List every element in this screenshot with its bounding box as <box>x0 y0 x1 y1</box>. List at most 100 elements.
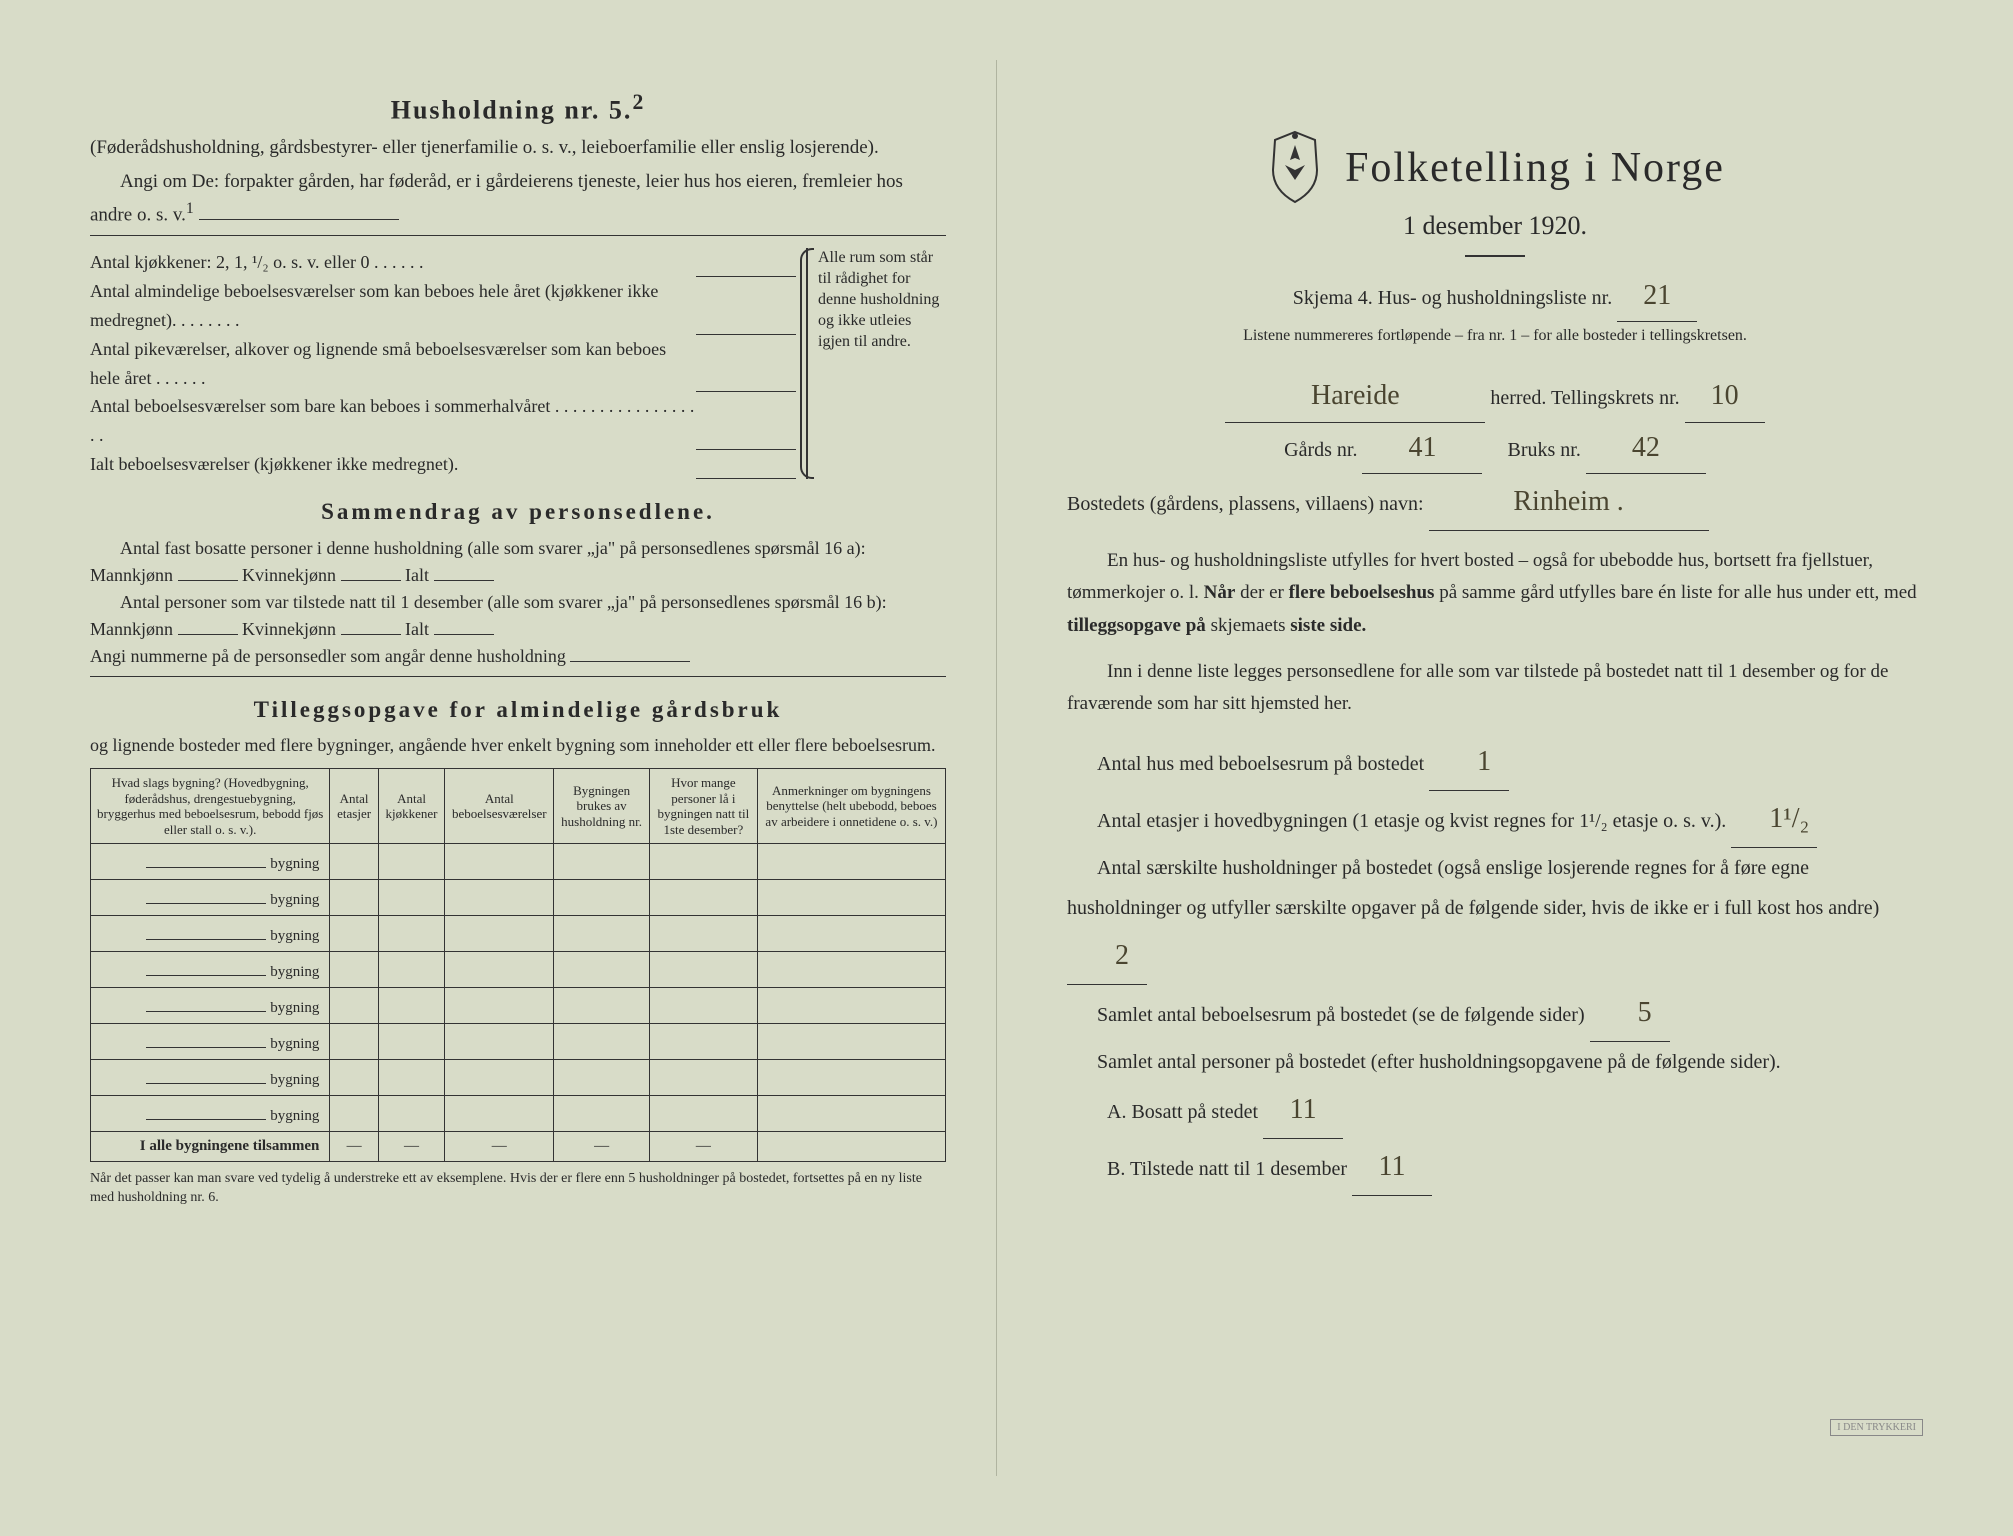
total-cell: — <box>445 1132 554 1162</box>
summary-p1: Antal fast bosatte personer i denne hush… <box>90 535 946 589</box>
bygning-table: Hvad slags bygning? (Hovedbygning, føder… <box>90 768 946 1162</box>
q3-value: 2 <box>1067 928 1147 985</box>
gards-nr-value: 41 <box>1362 423 1482 474</box>
bruks-label: Bruks nr. <box>1507 439 1580 461</box>
row-label: bygning <box>91 952 330 988</box>
q5: Samlet antal personer på bostedet (efter… <box>1067 1042 1923 1082</box>
bosted-label: Bostedets (gårdens, plassens, villaens) … <box>1067 493 1424 515</box>
cell <box>445 1096 554 1132</box>
fill <box>434 617 494 635</box>
cell <box>757 1096 945 1132</box>
cell <box>649 844 757 880</box>
fill <box>434 563 494 581</box>
table-row: bygning <box>91 1060 946 1096</box>
left-page: Husholdning nr. 5.2 (Føderådshusholdning… <box>40 60 997 1476</box>
skjema-line: Skjema 4. Hus- og husholdningsliste nr. … <box>1067 271 1923 322</box>
qB-value: 11 <box>1352 1139 1432 1196</box>
th-3: Antal beboelsesværelser <box>445 769 554 844</box>
subtitle: 1 desember 1920. <box>1067 211 1923 241</box>
fill <box>341 617 401 635</box>
right-page: Folketelling i Norge 1 desember 1920. Sk… <box>997 60 1973 1476</box>
total-cell: — <box>649 1132 757 1162</box>
divider-line <box>90 235 946 236</box>
cell <box>649 988 757 1024</box>
skjema-nr-value: 21 <box>1617 271 1697 322</box>
cell <box>757 1060 945 1096</box>
cell <box>378 1060 444 1096</box>
kitchen-label-3: Antal beboelsesværelser som bare kan beb… <box>90 392 696 450</box>
kitchen-left: Antal kjøkkener: 2, 1, ¹/₂ o. s. v. elle… <box>90 248 796 478</box>
table-row: bygning <box>91 988 946 1024</box>
th-2: Antal kjøkkener <box>378 769 444 844</box>
q2: Antal etasjer i hovedbygningen (1 etasje… <box>1067 791 1923 848</box>
total-cell: — <box>330 1132 378 1162</box>
summary-p2c: Ialt <box>405 619 429 639</box>
list-note: Listene nummereres fortløpende – fra nr.… <box>1067 322 1923 351</box>
cell <box>757 952 945 988</box>
cell <box>554 952 650 988</box>
row-label: bygning <box>91 916 330 952</box>
qA-label: A. Bosatt på stedet <box>1107 1101 1258 1123</box>
fill <box>570 644 690 662</box>
krets-nr-value: 10 <box>1685 371 1765 422</box>
cell <box>378 916 444 952</box>
household-heading: Husholdning nr. 5.2 <box>90 90 946 126</box>
qB-label: B. Tilstede natt til 1 desember <box>1107 1158 1347 1180</box>
q4-value: 5 <box>1590 985 1670 1042</box>
cell <box>649 880 757 916</box>
cell <box>378 952 444 988</box>
cell <box>445 1060 554 1096</box>
q4-label: Samlet antal beboelsesrum på bostedet (s… <box>1097 1004 1585 1026</box>
title-divider <box>1465 255 1525 257</box>
gards-label: Gårds nr. <box>1284 439 1357 461</box>
fill <box>178 563 238 581</box>
cell <box>649 952 757 988</box>
skjema-label: Skjema 4. Hus- og husholdningsliste nr. <box>1293 287 1612 309</box>
summary-p3-text: Angi nummerne på de personsedler som ang… <box>90 646 566 666</box>
cell <box>649 1096 757 1132</box>
fill <box>341 563 401 581</box>
row-label: bygning <box>91 844 330 880</box>
table-row: bygning <box>91 1096 946 1132</box>
q1-label: Antal hus med beboelsesrum på bostedet <box>1097 753 1424 775</box>
title-row: Folketelling i Norge <box>1067 130 1923 205</box>
th-1: Antal etasjer <box>330 769 378 844</box>
q1: Antal hus med beboelsesrum på bostedet 1 <box>1067 734 1923 791</box>
q3: Antal særskilte husholdninger på bostede… <box>1067 848 1923 985</box>
kitchen-label-4: Ialt beboelsesværelser (kjøkkener ikke m… <box>90 450 696 479</box>
body-p1-text: En hus- og husholdningsliste utfylles fo… <box>1067 545 1923 642</box>
cell <box>554 1060 650 1096</box>
kitchen-row: Antal almindelige beboelsesværelser som … <box>90 277 796 335</box>
q2-value: 1¹/₂ <box>1731 791 1817 848</box>
cell <box>330 1096 378 1132</box>
summary-p1b: Kvinnekjønn <box>242 565 336 585</box>
q2-label: Antal etasjer i hovedbygningen (1 etasje… <box>1097 810 1726 832</box>
bosted-line: Bostedets (gårdens, plassens, villaens) … <box>1067 474 1923 531</box>
cell <box>378 844 444 880</box>
table-row: bygning <box>91 844 946 880</box>
body-p2: Inn i denne liste legges personsedlene f… <box>1067 656 1923 721</box>
bosted-value: Rinheim . <box>1429 474 1709 531</box>
household-sup: 2 <box>632 90 645 114</box>
footnote: Når det passer kan man svare ved tydelig… <box>90 1170 946 1206</box>
cell <box>554 988 650 1024</box>
cell <box>445 844 554 880</box>
kitchen-row: Ialt beboelsesværelser (kjøkkener ikke m… <box>90 450 796 479</box>
herred-value: Hareide <box>1225 371 1485 422</box>
cell <box>757 844 945 880</box>
bruks-nr-value: 42 <box>1586 423 1706 474</box>
angi-line: Angi om De: forpakter gården, har føderå… <box>90 168 946 229</box>
table-row: bygning <box>91 916 946 952</box>
qA-value: 11 <box>1263 1082 1343 1139</box>
cell <box>757 1024 945 1060</box>
total-label: I alle bygningene tilsammen <box>91 1132 330 1162</box>
th-5: Hvor mange personer lå i bygningen natt … <box>649 769 757 844</box>
cell <box>445 952 554 988</box>
kitchen-fill <box>696 277 796 335</box>
main-title: Folketelling i Norge <box>1345 144 1725 192</box>
q4: Samlet antal beboelsesrum på bostedet (s… <box>1067 985 1923 1042</box>
gards-line: Gårds nr. 41 Bruks nr. 42 <box>1067 423 1923 474</box>
cell <box>445 916 554 952</box>
cell <box>757 916 945 952</box>
angi-fill <box>199 202 399 220</box>
